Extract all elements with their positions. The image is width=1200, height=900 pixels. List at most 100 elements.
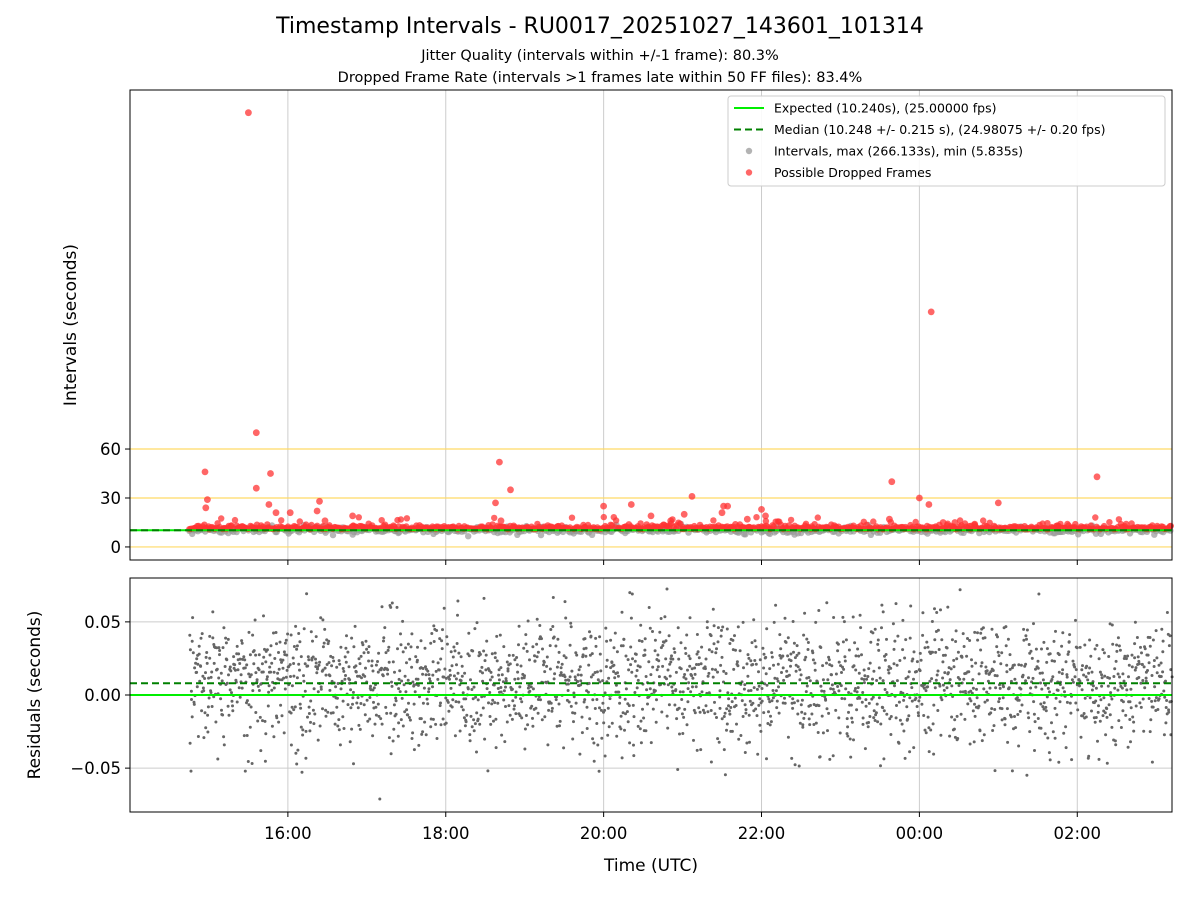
residual-point [1026,711,1030,715]
residual-point [876,642,880,646]
residual-point [1129,706,1133,710]
residual-point [797,764,801,768]
residual-point [1021,673,1025,677]
residual-point [403,674,407,678]
residual-point [338,662,342,666]
residual-point [1130,665,1134,669]
residual-point [309,630,313,634]
residual-point [1103,711,1107,715]
residual-point [206,705,210,709]
residual-point [598,706,601,710]
residual-point [834,708,838,712]
residual-point [898,718,902,722]
residual-point [697,663,701,666]
residual-point [424,733,428,737]
residual-point [1050,659,1054,663]
residual-point [404,646,408,650]
residual-point [431,717,435,721]
residual-point [309,699,313,703]
residual-point [473,627,477,631]
residual-point [1060,672,1064,676]
residual-point [531,716,534,720]
residual-point [678,732,681,736]
residuals-y-tick-label: 0.00 [84,686,121,705]
residual-point [993,769,997,773]
residual-point [803,611,807,615]
residual-point [704,704,708,708]
residual-point [444,696,448,700]
residual-point [762,666,766,670]
residual-point [862,678,866,681]
residual-point [1016,713,1020,716]
dropped-frame-point [296,518,303,525]
residual-point [219,671,223,675]
residual-point [1029,649,1033,653]
residual-point [1032,622,1035,626]
residual-point [1027,676,1030,680]
residual-point [240,686,244,690]
residual-point [744,708,748,712]
residual-point [471,697,475,701]
residual-point [589,675,593,679]
residual-point [1039,702,1043,706]
residual-point [807,676,811,679]
residual-point [564,678,568,682]
residual-point [968,697,972,701]
residual-point [379,717,383,721]
residual-point [337,659,341,663]
residual-point [793,656,797,660]
residual-point [401,724,405,728]
residual-point [955,714,959,718]
residual-point [720,655,724,659]
residual-point [1050,721,1053,725]
residual-point [289,743,293,747]
residual-point [868,661,872,665]
residual-point [526,723,530,727]
residual-point [273,657,277,660]
residual-point [436,677,440,681]
residual-point [1132,720,1136,724]
residual-point [1126,745,1130,749]
residual-point [636,724,640,728]
residual-point [856,686,860,690]
residual-point [638,665,642,669]
residual-point [1164,679,1167,683]
residual-point [877,696,881,700]
residual-point [712,624,716,628]
residual-point [618,701,622,705]
residual-point [603,754,607,758]
residual-point [1082,712,1086,715]
residual-point [836,642,840,646]
residual-point [801,725,805,729]
residual-point [456,671,460,675]
residual-point [783,696,786,700]
residual-point [572,691,576,695]
residual-point [820,689,824,693]
residual-point [441,628,444,632]
residual-point [725,728,728,732]
residual-point [1141,679,1145,682]
residual-point [550,709,554,713]
residual-point [300,770,304,774]
residual-point [568,643,572,647]
residual-point [631,703,635,707]
residual-point [1074,618,1077,622]
residual-point [706,674,710,678]
residual-point [706,710,710,714]
residual-point [572,720,575,724]
residual-point [497,673,501,677]
residual-point [802,716,806,720]
residual-point [727,709,731,713]
residual-point [1134,704,1138,708]
residual-point [991,669,995,672]
residual-point [352,645,356,649]
residual-point [356,696,360,700]
residual-point [1139,705,1143,709]
residual-point [683,707,687,711]
residual-point [1112,675,1116,678]
residual-point [989,711,993,715]
dropped-frame-outlier [758,506,765,513]
residual-point [568,675,572,679]
residual-point [406,678,410,682]
residual-point [641,707,644,711]
